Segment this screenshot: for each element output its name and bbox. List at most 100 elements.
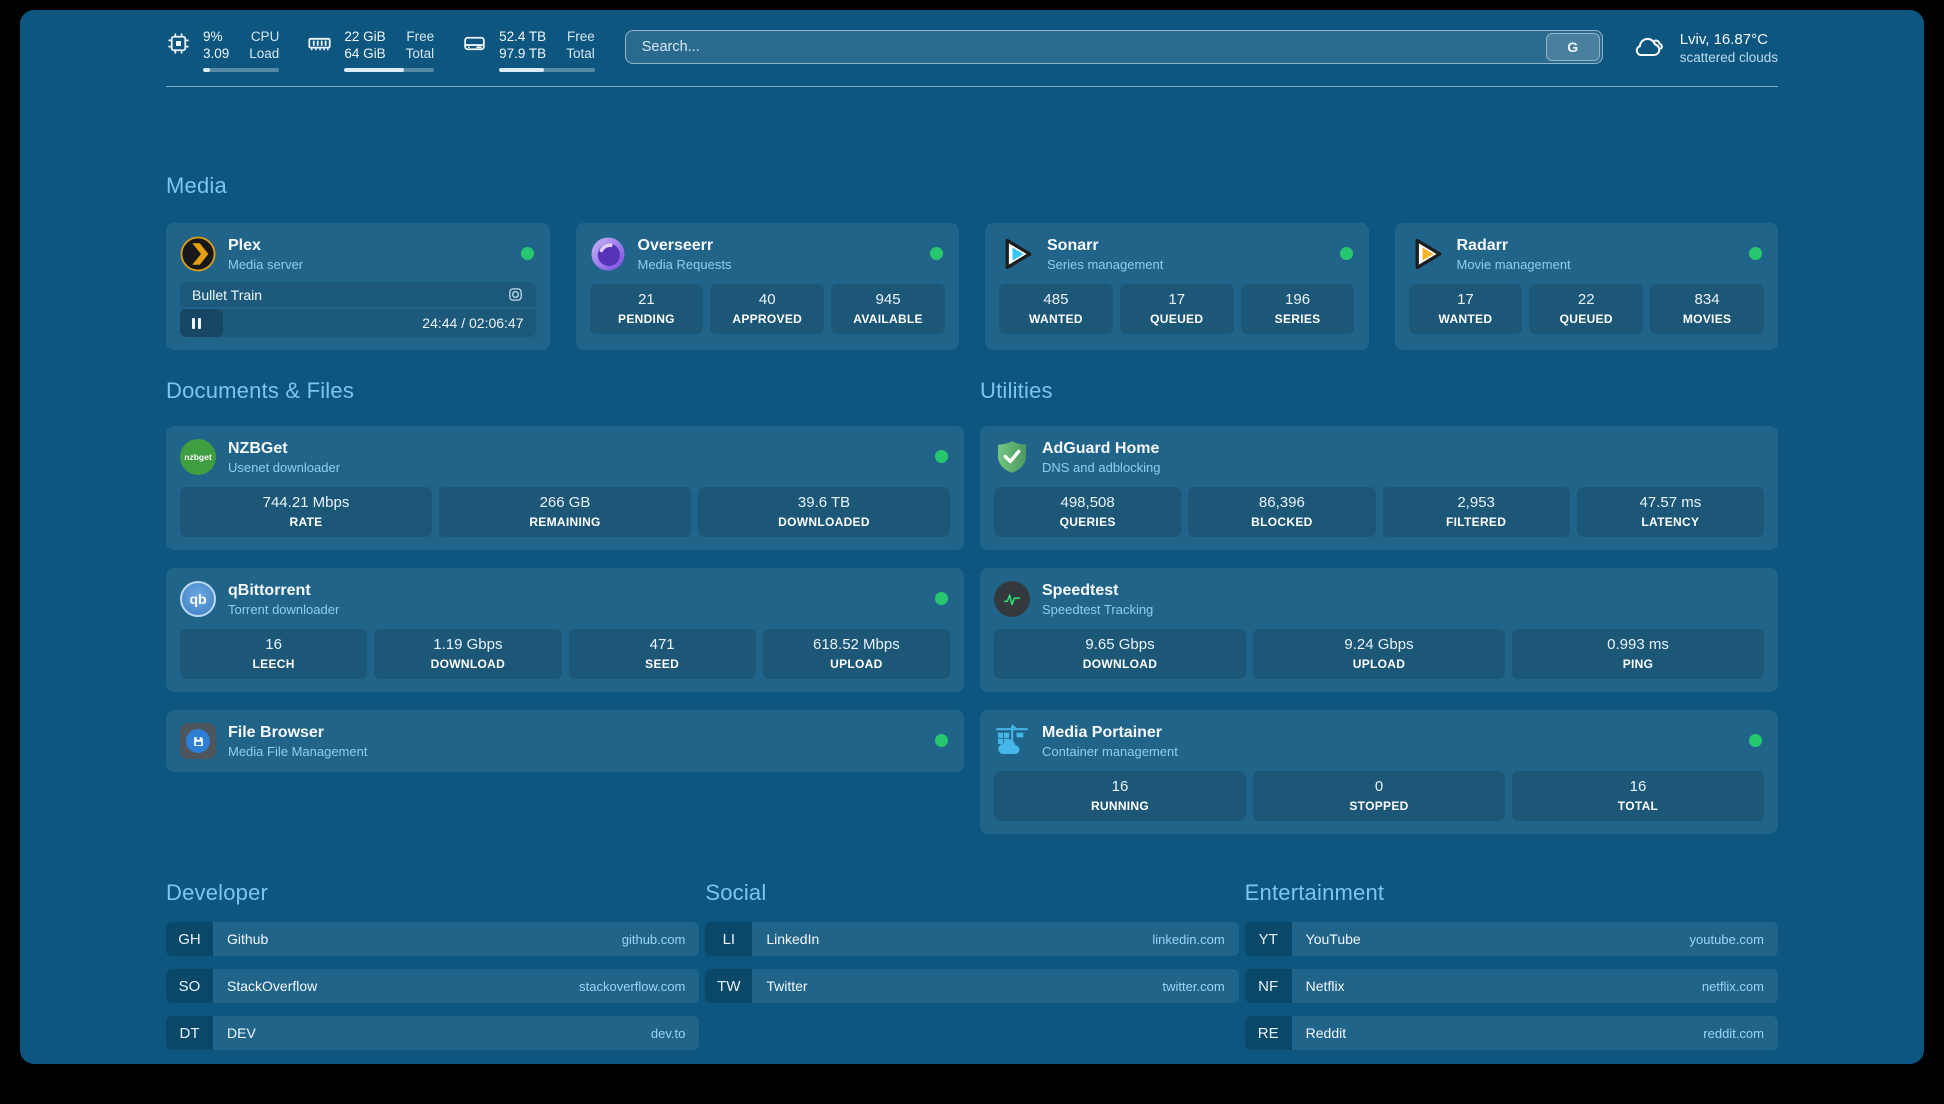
section-title-social: Social [705,880,767,905]
service-card-speedtest[interactable]: Speedtest Speedtest Tracking 9.65 Gbps D… [980,568,1778,692]
stat-value: 22 [1577,291,1595,308]
section-title-documents: Documents & Files [166,378,355,403]
plex-icon [180,236,216,272]
bookmark-name: Github [227,931,269,947]
service-card-portainer[interactable]: Media Portainer Container management 16 … [980,710,1778,834]
stat-label: FILTERED [1446,515,1507,529]
bookmark-youtube[interactable]: YT YouTube youtube.com [1244,922,1778,956]
weather-condition: scattered clouds [1679,50,1778,65]
disk-free-value: 52.4 TB [499,29,547,44]
stat-remaining: 266 GB REMAINING [439,487,691,537]
stat-value: 86,396 [1258,494,1305,511]
bookmark-body: YouTube youtube.com [1291,922,1778,956]
bookmark-netflix[interactable]: NF Netflix netflix.com [1244,969,1778,1003]
bookmark-abbr: NF [1244,969,1292,1003]
playback-progress-bar: 24:44 / 02:06:47 [180,309,536,337]
bookmark-name: Netflix [1305,978,1345,994]
service-card-overseerr[interactable]: Overseerr Media Requests 21 PENDING 40 A… [575,223,959,350]
bookmark-body: StackOverflow stackoverflow.com [213,969,700,1003]
stat-label: QUERIES [1059,515,1116,529]
status-dot [1339,247,1353,260]
service-name: Sonarr [1047,237,1099,254]
disk-stat: 52.4 TB 97.9 TB Free Total [462,28,595,72]
bookmark-name: StackOverflow [227,978,318,994]
stat-label: PENDING [618,312,675,326]
bookmarks-entertainment: Entertainment YT YouTube youtube.com NF … [1244,880,1778,1063]
stat-label: RATE [289,515,323,529]
bookmark-body: Netflix netflix.com [1291,969,1778,1003]
bookmark-name: Twitter [766,978,808,994]
status-dot [935,450,948,463]
stat-latency: 47.57 ms LATENCY [1576,487,1764,537]
bookmark-twitter[interactable]: TW Twitter twitter.com [705,969,1239,1003]
cpu-progress-fill [203,68,210,72]
stat-label: UPLOAD [830,657,883,671]
service-card-radarr[interactable]: Radarr Movie management 17 WANTED 22 QUE… [1394,223,1778,350]
stat-value: 40 [758,291,776,308]
bookmark-domain: linkedin.com [1152,931,1225,947]
stat-movies: 834 MOVIES [1650,284,1764,334]
bookmark-stackoverflow[interactable]: SO StackOverflow stackoverflow.com [166,969,700,1003]
status-dot [935,592,948,605]
bookmark-abbr: RE [1244,1016,1292,1050]
stat-queries: 498,508 QUERIES [994,487,1182,537]
stat-label: WANTED [1029,312,1083,326]
disk-free-label: Free [566,29,595,44]
bookmark-dev[interactable]: DT DEV dev.to [166,1016,700,1050]
bookmark-reddit[interactable]: RE Reddit reddit.com [1244,1016,1778,1050]
bookmark-abbr: LI [705,922,753,956]
service-card-adguard[interactable]: AdGuard Home DNS and adblocking 498,508 … [980,426,1778,550]
section-title-utilities: Utilities [980,378,1053,403]
bookmark-body: Reddit reddit.com [1291,1016,1778,1050]
stat-label: MOVIES [1682,312,1732,326]
section-title-developer: Developer [166,880,269,905]
service-desc: Movie management [1456,257,1571,272]
service-name: Speedtest [1042,582,1119,599]
service-card-plex[interactable]: Plex Media server Bullet Train 24:44 / 0… [166,223,550,350]
cpu-usage-value: 9% [203,29,223,44]
memory-free-value: 22 GiB [344,29,386,44]
stat-label: WANTED [1438,312,1493,326]
bookmark-github[interactable]: GH Github github.com [166,922,700,956]
stat-rate: 744.21 Mbps RATE [180,487,432,537]
stat-ping: 0.993 ms PING [1512,629,1764,679]
bookmark-domain: youtube.com [1689,931,1764,947]
stat-value: 945 [875,291,901,308]
bookmark-abbr: DT [166,1016,213,1050]
stat-series: 196 SERIES [1240,284,1355,334]
stat-blocked: 86,396 BLOCKED [1188,487,1376,537]
stat-label: PING [1622,657,1654,671]
cpu-usage-label: CPU [250,29,280,44]
playback-progress-fill [180,309,223,337]
stat-label: BLOCKED [1251,515,1313,529]
now-playing-row: Bullet Train [180,282,536,307]
search-bar: G [624,30,1603,64]
stat-pending: 21 PENDING [589,284,704,334]
stat-queued: 17 QUEUED [1119,284,1234,334]
service-card-filebrowser[interactable]: File Browser Media File Management [166,710,964,772]
now-playing-title: Bullet Train [192,286,263,303]
google-search-button[interactable]: G [1545,33,1600,61]
bookmark-name: LinkedIn [766,931,820,947]
stat-label: DOWNLOADED [778,515,870,529]
filebrowser-icon [180,723,216,759]
bookmark-linkedin[interactable]: LI LinkedIn linkedin.com [705,922,1239,956]
stat-wanted: 485 WANTED [999,284,1113,334]
service-card-qbittorrent[interactable]: qb qBittorrent Torrent downloader 16 LEE… [166,568,964,692]
weather-location: Lviv, 16.87°C [1679,31,1768,48]
stat-label: LATENCY [1641,515,1700,529]
status-dot [930,247,943,260]
radarr-icon [1409,236,1445,272]
stat-value: 471 [649,636,675,653]
disk-total-label: Total [566,46,595,61]
service-card-sonarr[interactable]: Sonarr Series management 485 WANTED 17 Q… [985,223,1369,350]
dashboard-panel: 9% 3.09 CPU Load [20,10,1924,1064]
stat-running: 16 RUNNING [994,771,1246,821]
search-input[interactable] [641,39,1546,55]
stat-available: 945 AVAILABLE [831,284,945,334]
service-card-nzbget[interactable]: nzbget NZBGet Usenet downloader 744.21 M… [166,426,964,550]
status-dot [1749,247,1762,260]
service-desc: Usenet downloader [228,460,341,475]
stat-filtered: 2,953 FILTERED [1382,487,1570,537]
stat-value: 0 [1374,778,1384,795]
